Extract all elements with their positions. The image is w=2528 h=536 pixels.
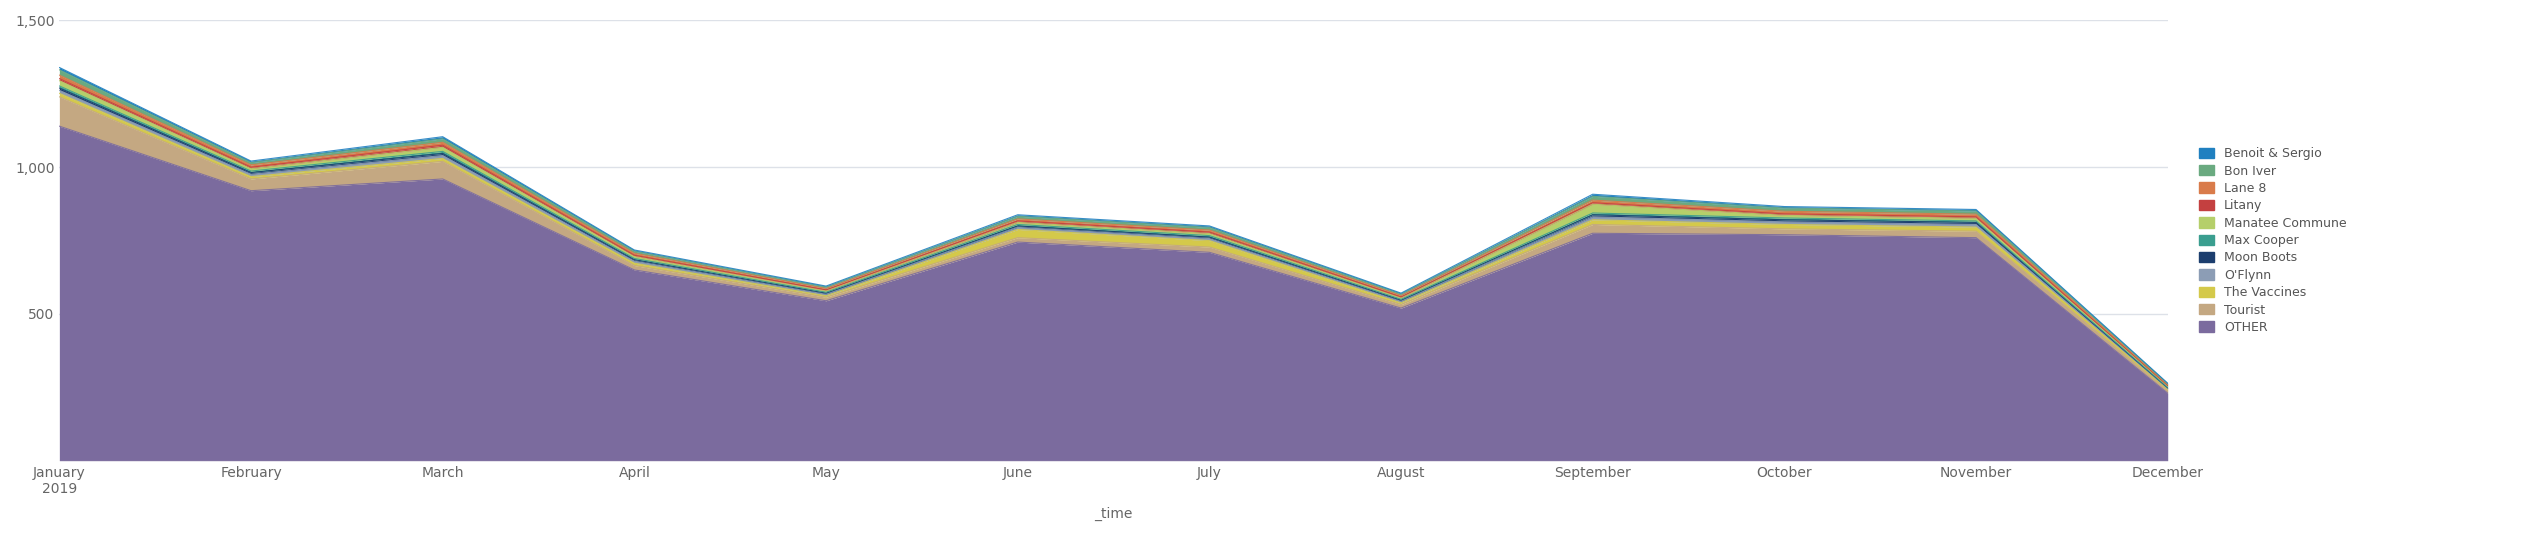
X-axis label: _time: _time <box>1095 507 1133 521</box>
Legend: Benoit & Sergio, Bon Iver, Lane 8, Litany, Manatee Commune, Max Cooper, Moon Boo: Benoit & Sergio, Bon Iver, Lane 8, Litan… <box>2194 144 2351 338</box>
